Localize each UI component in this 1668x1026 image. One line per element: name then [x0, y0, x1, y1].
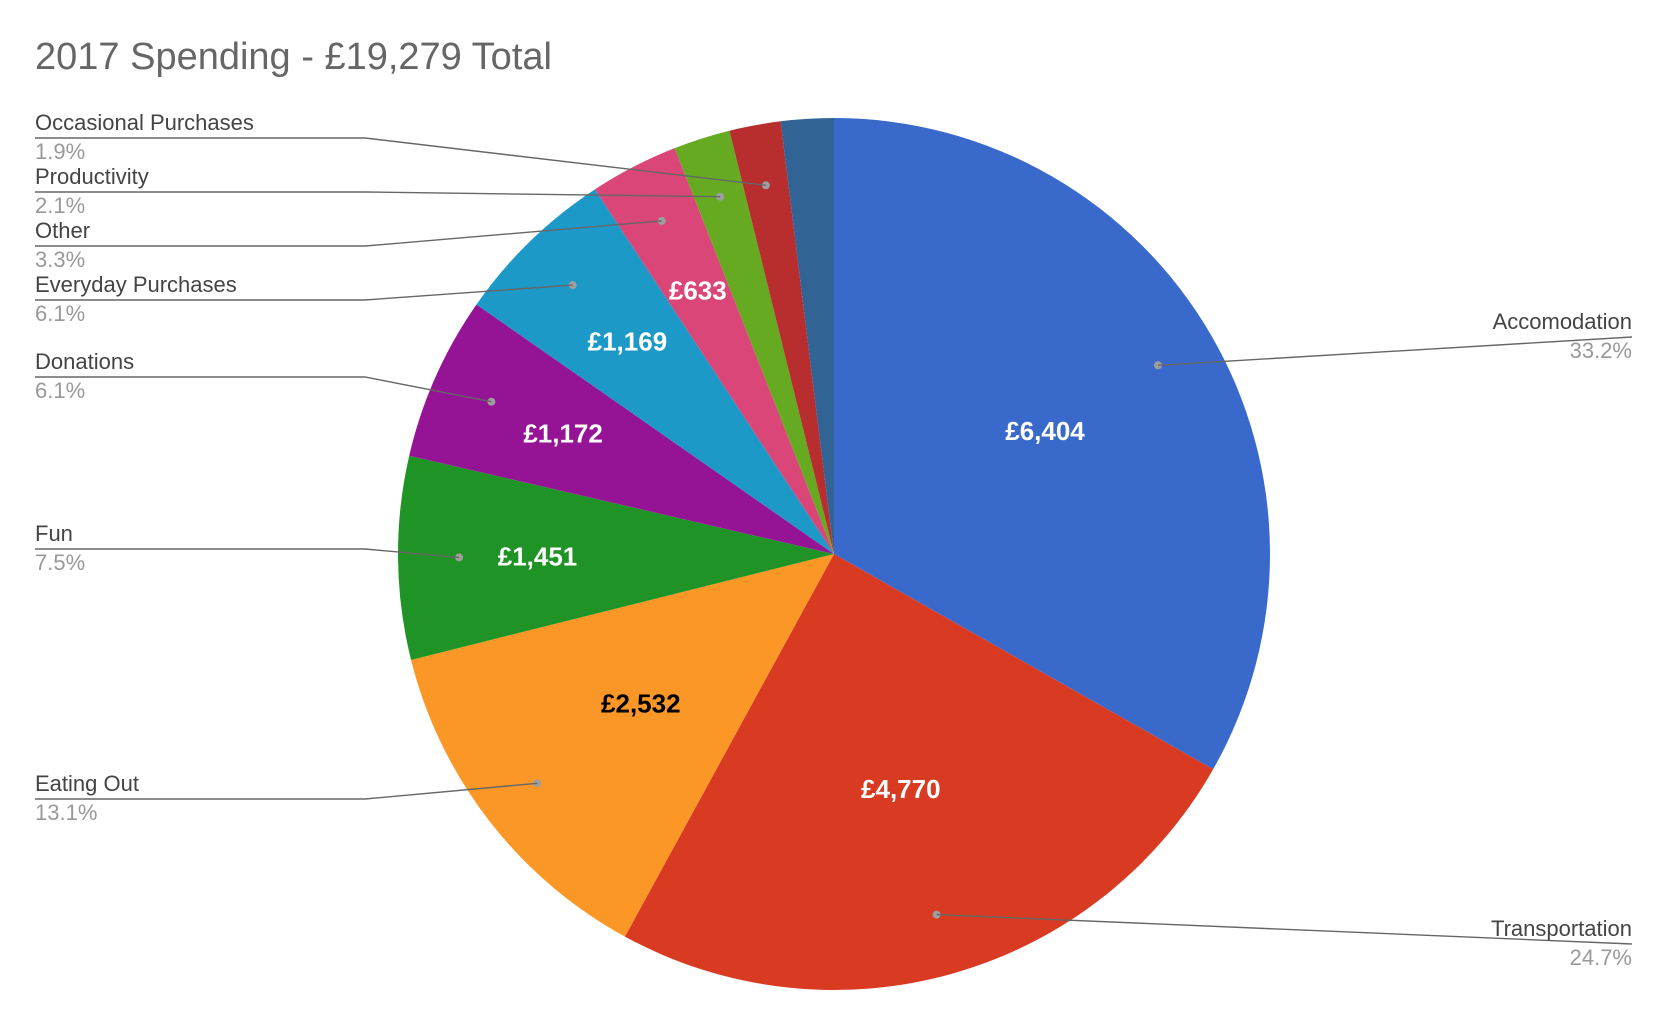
percent-label-productivity: 2.1% [35, 193, 85, 218]
category-label-fun: Fun [35, 521, 73, 546]
leader-line-other [35, 220, 662, 247]
pie-slice-slice-9 [780, 118, 834, 554]
leader-line-transportation [936, 913, 1633, 945]
percent-label-donations: 6.1% [35, 378, 85, 403]
category-label-eating-out: Eating Out [35, 771, 139, 796]
value-label-fun: £1,451 [498, 542, 578, 572]
value-label-other: £633 [669, 276, 727, 306]
leader-line-everyday-purchases [35, 284, 573, 301]
leader-line-accomodation [1157, 336, 1633, 366]
category-label-donations: Donations [35, 349, 134, 374]
category-label-productivity: Productivity [35, 164, 149, 189]
leader-line-eating-out [35, 782, 538, 800]
percent-label-occasional-purchases: 1.9% [35, 139, 85, 164]
category-label-occasional-purchases: Occasional Purchases [35, 110, 254, 135]
pie-slice-accomodation [834, 118, 1270, 770]
pie-slice-everyday-purchases [476, 189, 834, 554]
leader-line-donations [35, 376, 492, 403]
value-label-donations: £1,172 [523, 419, 603, 449]
category-label-everyday-purchases: Everyday Purchases [35, 272, 237, 297]
pie-slice-donations [409, 304, 834, 554]
category-label-transportation: Transportation [1491, 916, 1632, 941]
leader-line-fun [35, 548, 460, 559]
percent-label-fun: 7.5% [35, 550, 85, 575]
value-label-everyday-purchases: £1,169 [588, 326, 668, 356]
category-label-other: Other [35, 218, 90, 243]
value-label-eating-out: £2,532 [601, 688, 681, 718]
pie-slice-transportation [624, 554, 1214, 990]
pie-slice-productivity [674, 130, 834, 554]
percent-label-eating-out: 13.1% [35, 800, 97, 825]
percent-label-accomodation: 33.2% [1570, 338, 1632, 363]
pie-slice-other [594, 148, 834, 554]
value-label-accomodation: £6,404 [1005, 416, 1085, 446]
pie-slice-eating-out [411, 554, 834, 937]
percent-label-transportation: 24.7% [1570, 945, 1632, 970]
percent-label-other: 3.3% [35, 247, 85, 272]
leader-line-productivity [35, 191, 721, 198]
leader-line-occasional-purchases [35, 137, 766, 186]
chart-title: 2017 Spending - £19,279 Total [35, 36, 552, 78]
category-label-accomodation: Accomodation [1493, 309, 1632, 334]
percent-label-everyday-purchases: 6.1% [35, 301, 85, 326]
value-label-transportation: £4,770 [861, 774, 941, 804]
pie-slice-occasional-purchases [729, 121, 834, 554]
pie-slice-fun [397, 455, 834, 660]
